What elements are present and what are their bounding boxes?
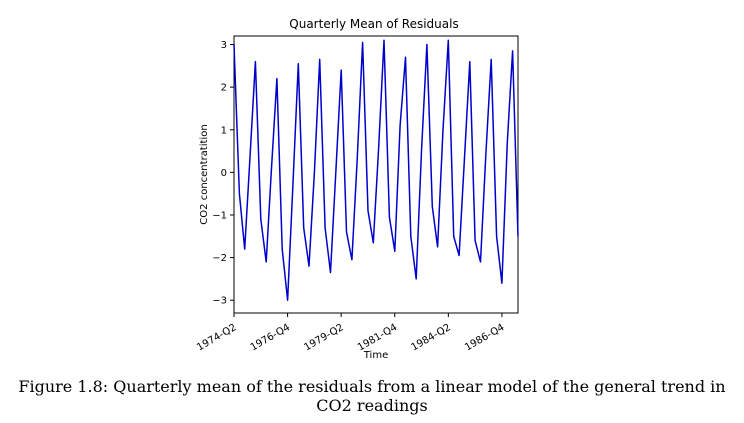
y-tick-label: 3	[221, 40, 227, 51]
x-axis: 1974-Q2 1976-Q4 1979-Q2 1981-Q4 1984-Q2 1986-…	[195, 313, 506, 353]
y-tick-label: −2	[212, 253, 227, 264]
x-tick-label: 1979-Q2	[302, 322, 345, 353]
residuals-series-line	[233, 39, 519, 301]
y-tick-label: 0	[221, 168, 227, 179]
x-tick-label: 1981-Q4	[356, 322, 399, 353]
y-tick-label: −3	[212, 296, 227, 307]
y-tick-label: 1	[221, 125, 227, 136]
x-axis-label: Time	[363, 350, 388, 361]
x-tick-label: 1986-Q4	[463, 322, 506, 353]
y-axis: −3 −2 −1 0 1 2 3	[212, 40, 234, 307]
x-tick-label: 1984-Q2	[410, 322, 453, 353]
x-tick-label: 1976-Q4	[249, 322, 292, 353]
y-tick-label: 2	[221, 83, 227, 94]
chart-title: Quarterly Mean of Residuals	[289, 17, 458, 31]
plot-area-frame	[233, 35, 519, 314]
y-tick-label: −1	[212, 210, 227, 221]
figure-caption: Figure 1.8: Quarterly mean of the residu…	[18, 377, 726, 415]
y-axis-label: CO2 concentratition	[199, 124, 210, 224]
residuals-line-chart: Quarterly Mean of Residuals −3 −2 −1 0 1 2 3 1…	[195, 17, 519, 361]
x-tick-label: 1974-Q2	[195, 322, 238, 353]
